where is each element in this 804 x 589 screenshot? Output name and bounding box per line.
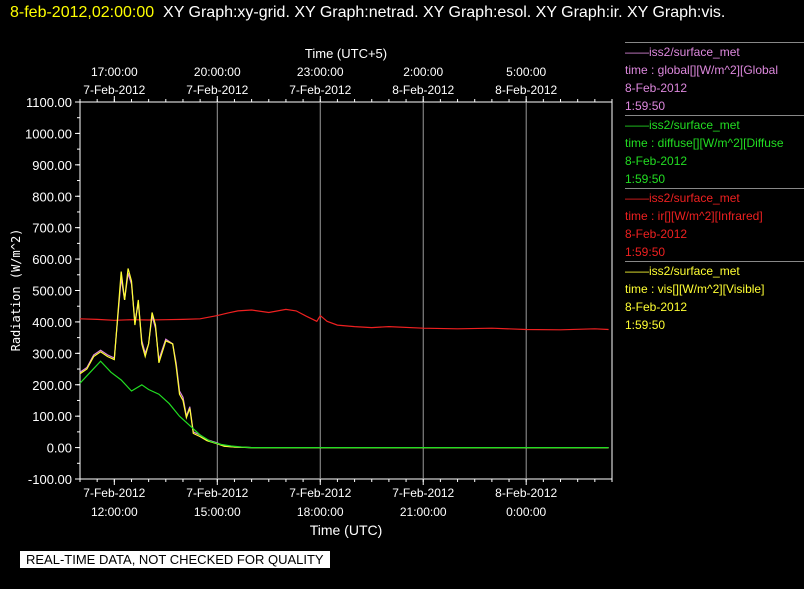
- legend-date: 8-Feb-2012: [625, 300, 688, 314]
- y-tick-label: 600.00: [32, 252, 72, 267]
- y-tick-label: 0.00: [47, 441, 72, 456]
- header-title: 8-feb-2012,02:00:00 XY Graph:xy-grid. XY…: [10, 2, 800, 24]
- top-tick-label-time: 17:00:00: [91, 65, 138, 79]
- x-tick-label-date: 7-Feb-2012: [186, 486, 248, 500]
- y-tick-label: 100.00: [32, 409, 72, 424]
- header-timestamp: 8-feb-2012,02:00:00: [10, 4, 155, 21]
- series-line-2: [79, 268, 609, 449]
- legend-time: 1:59:50: [625, 245, 666, 259]
- x-tick-label-date: 7-Feb-2012: [83, 486, 145, 500]
- legend-source: ——iss2/surface_met: [625, 118, 740, 132]
- y-tick-label: 300.00: [32, 346, 72, 361]
- x-tick-label-time: 12:00:00: [91, 505, 138, 519]
- x-tick-label-time: 0:00:00: [506, 505, 546, 519]
- y-tick-label: 1100.00: [26, 95, 72, 110]
- top-tick-label-date: 7-Feb-2012: [289, 83, 351, 97]
- y-tick-label: 800.00: [32, 189, 72, 204]
- top-tick-label-date: 7-Feb-2012: [83, 83, 145, 97]
- legend-date: 8-Feb-2012: [625, 154, 688, 168]
- legend-time: 1:59:50: [625, 172, 666, 186]
- legend-time: 1:59:50: [625, 318, 666, 332]
- legend-date: 8-Feb-2012: [625, 81, 688, 95]
- x-tick-label-date: 7-Feb-2012: [392, 486, 454, 500]
- y-tick-label: 200.00: [32, 378, 72, 393]
- top-tick-label-date: 7-Feb-2012: [186, 83, 248, 97]
- x-tick-label-date: 8-Feb-2012: [495, 486, 557, 500]
- y-tick-label: 900.00: [32, 158, 72, 173]
- legend-time: 1:59:50: [625, 99, 666, 113]
- y-tick-label: 400.00: [32, 315, 72, 330]
- x-axis-title: Time (UTC): [310, 522, 383, 538]
- x-top-axis-title: Time (UTC+5): [305, 46, 387, 61]
- legend-field: time : global[][W/m^2][Global: [625, 63, 779, 77]
- top-tick-label-date: 8-Feb-2012: [495, 83, 557, 97]
- legend-source: ——iss2/surface_met: [625, 264, 740, 278]
- top-tick-label-time: 20:00:00: [194, 65, 241, 79]
- x-tick-label-time: 15:00:00: [194, 505, 241, 519]
- series-line-3: [79, 360, 609, 449]
- x-tick-label-time: 18:00:00: [297, 505, 344, 519]
- legend-source: ——iss2/surface_met: [625, 191, 740, 205]
- top-tick-label-time: 23:00:00: [297, 65, 344, 79]
- top-tick-label-time: 5:00:00: [506, 65, 546, 79]
- quality-notice: REAL-TIME DATA, NOT CHECKED FOR QUALITY: [20, 551, 330, 568]
- plot-frame: [79, 101, 613, 480]
- y-tick-label: 500.00: [32, 284, 72, 299]
- legend-field: time : ir[][W/m^2][Infrared]: [625, 209, 763, 223]
- header-graph-list: XY Graph:xy-grid. XY Graph:netrad. XY Gr…: [163, 4, 726, 21]
- legend-source: ——iss2/surface_met: [625, 45, 740, 59]
- legend-date: 8-Feb-2012: [625, 227, 688, 241]
- y-tick-label: -100.00: [28, 472, 72, 487]
- top-tick-label-time: 2:00:00: [403, 65, 443, 79]
- legend-field: time : vis[][W/m^2][Visible]: [625, 282, 765, 296]
- y-tick-label: 1000.00: [25, 126, 72, 141]
- x-tick-label-date: 7-Feb-2012: [289, 486, 351, 500]
- x-tick-label-time: 21:00:00: [400, 505, 447, 519]
- legend-field: time : diffuse[][W/m^2][Diffuse: [625, 136, 784, 150]
- series-line-0: [79, 308, 609, 331]
- y-tick-label: 700.00: [32, 221, 72, 236]
- y-axis-title: Radiation (W/m^2): [9, 229, 23, 352]
- top-tick-label-date: 8-Feb-2012: [392, 83, 454, 97]
